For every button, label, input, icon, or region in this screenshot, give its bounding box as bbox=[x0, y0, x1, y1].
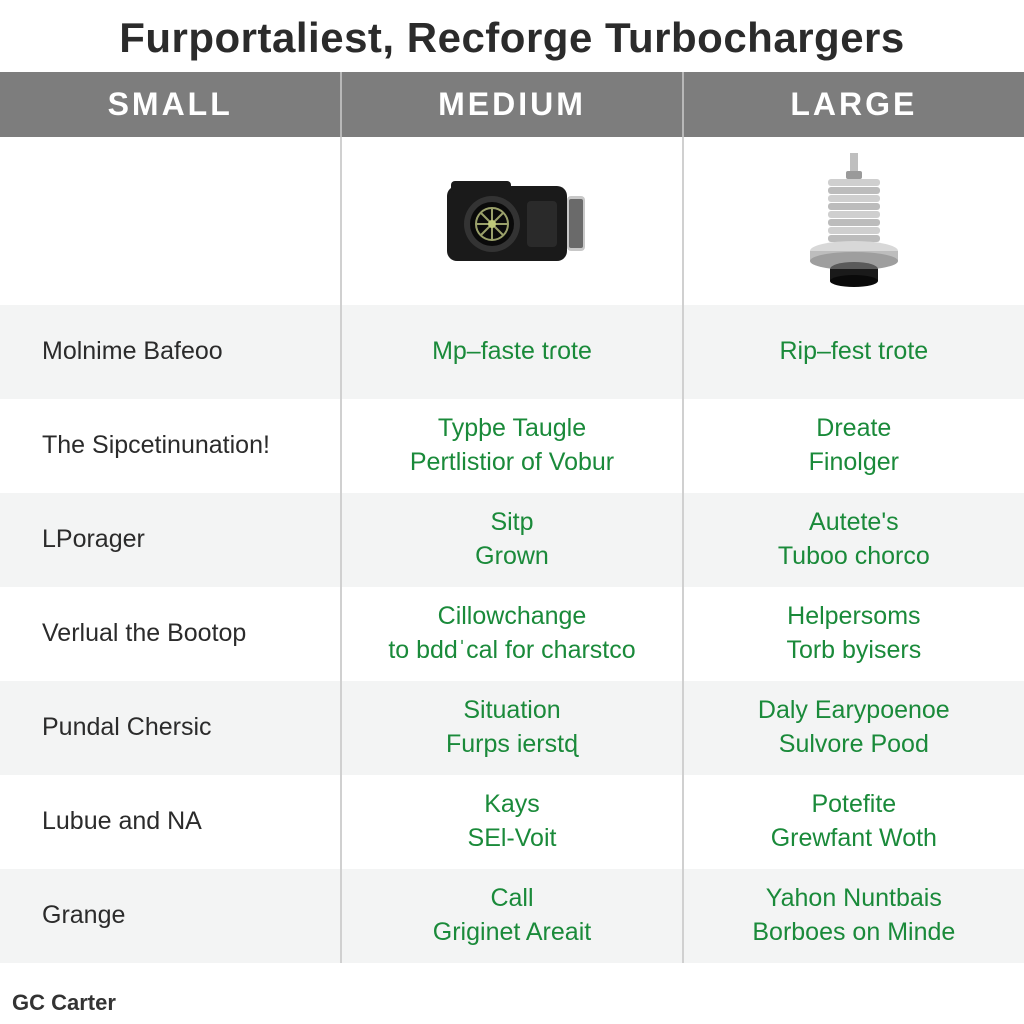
row-label: The Sipcetinunation! bbox=[0, 399, 341, 493]
row-medium: SituationFurps ierstɖ bbox=[341, 681, 682, 775]
table-row: LPorager SitpGrown Autete'sTuboo chorco bbox=[0, 493, 1024, 587]
comparison-table: SMALL MEDIUM LARGE bbox=[0, 72, 1024, 963]
image-cell-medium bbox=[341, 137, 682, 305]
image-cell-large bbox=[683, 137, 1024, 305]
table-row: Grange CallGriginet Areait Yahon Nuntbai… bbox=[0, 869, 1024, 963]
row-medium: KaysSEl-Voit bbox=[341, 775, 682, 869]
col-header-medium: MEDIUM bbox=[341, 72, 682, 137]
row-label: Pundal Chersic bbox=[0, 681, 341, 775]
row-medium: Mp–faste tɾote bbox=[341, 305, 682, 399]
row-label: Lubue and NA bbox=[0, 775, 341, 869]
row-medium: CallGriginet Areait bbox=[341, 869, 682, 963]
camera-turbo-icon bbox=[427, 161, 597, 281]
table-row: Lubue and NA KaysSEl-Voit PotefiteGrewfa… bbox=[0, 775, 1024, 869]
table-row: Verlual the Bootop Cillowchangeto bddˈca… bbox=[0, 587, 1024, 681]
col-header-large: LARGE bbox=[683, 72, 1024, 137]
row-large: Daly EarypoenoeSulvore Pood bbox=[683, 681, 1024, 775]
row-medium: Typþe TauglePertlistior of Vobur bbox=[341, 399, 682, 493]
row-label: Grange bbox=[0, 869, 341, 963]
table-row: Molnime Bafeoo Mp–faste tɾote Rip–fest t… bbox=[0, 305, 1024, 399]
table-row: The Sipcetinunation! Typþe TauglePertlis… bbox=[0, 399, 1024, 493]
col-header-small: SMALL bbox=[0, 72, 341, 137]
row-medium: Cillowchangeto bddˈcal for charstco bbox=[341, 587, 682, 681]
attribution: GC Carter bbox=[12, 990, 116, 1016]
row-label: Verlual the Bootop bbox=[0, 587, 341, 681]
row-large: PotefiteGrewfant Woth bbox=[683, 775, 1024, 869]
row-label: Molnime Bafeoo bbox=[0, 305, 341, 399]
row-large: DreateFinolger bbox=[683, 399, 1024, 493]
row-large: Yahon NuntbaisBorboes on Minde bbox=[683, 869, 1024, 963]
header-row: SMALL MEDIUM LARGE bbox=[0, 72, 1024, 137]
table-row: Pundal Chersic SituationFurps ierstɖ Dal… bbox=[0, 681, 1024, 775]
metal-plug-icon bbox=[794, 151, 914, 291]
image-row bbox=[0, 137, 1024, 305]
row-large: HelpersomsTorb byisers bbox=[683, 587, 1024, 681]
row-large: Autete'sTuboo chorco bbox=[683, 493, 1024, 587]
image-cell-small bbox=[0, 137, 341, 305]
page-title: Furportaliest, Recforge Turbochargers bbox=[0, 0, 1024, 72]
row-medium: SitpGrown bbox=[341, 493, 682, 587]
row-large: Rip–fest tɾote bbox=[683, 305, 1024, 399]
row-label: LPorager bbox=[0, 493, 341, 587]
